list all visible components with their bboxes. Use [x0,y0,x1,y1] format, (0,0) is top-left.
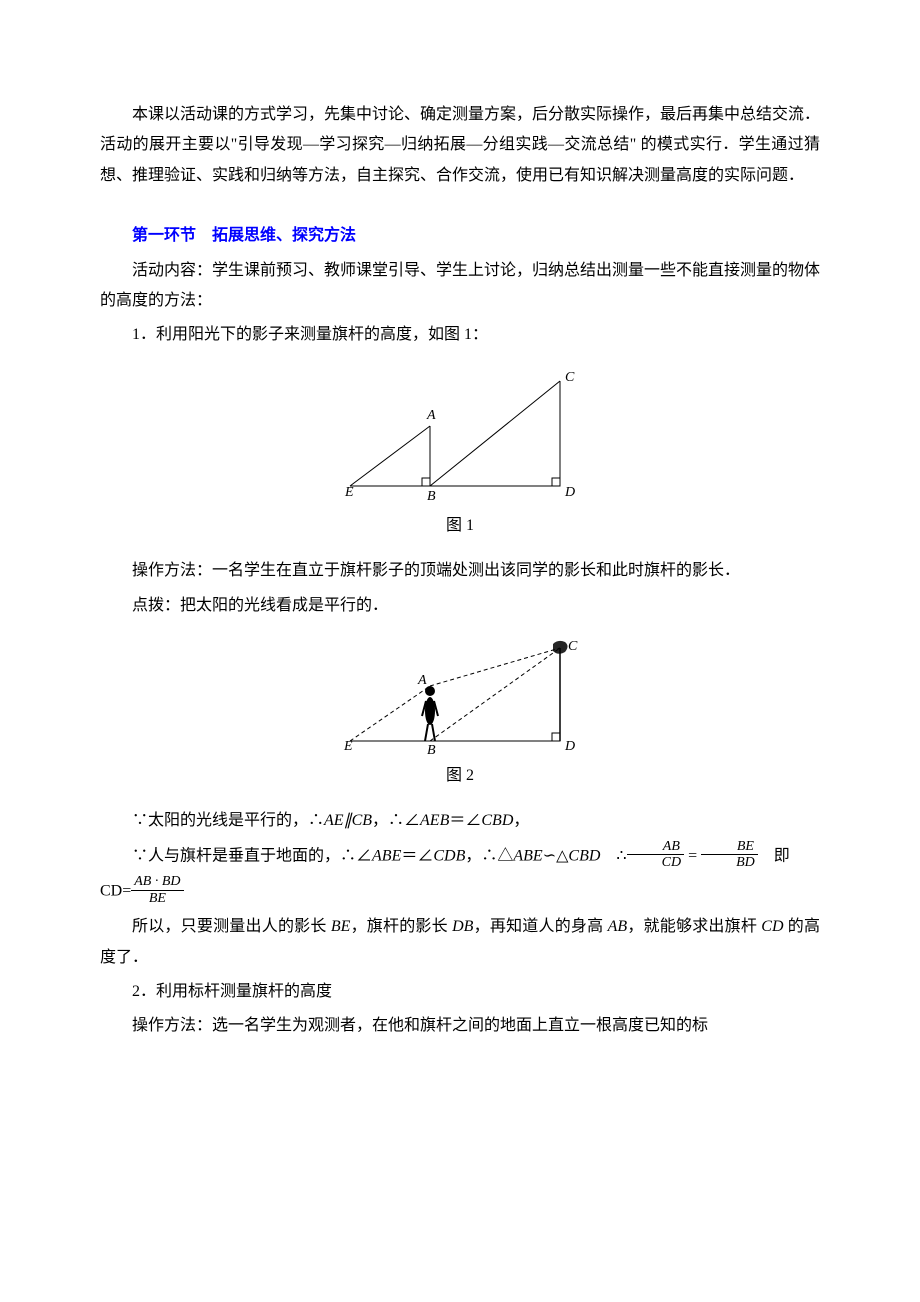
proof-line2-frac2: BEBD [701,839,758,871]
method1-title: 1．利用阳光下的影子来测量旗杆的高度，如图 1： [100,320,820,350]
svg-text:D: D [564,485,575,500]
svg-text:B: B [427,743,436,756]
proof-line3-prefix: CD= [100,883,131,900]
figure1-caption-text: 图 1 [446,517,474,534]
proof-line2-frac2-den: BD [701,855,758,870]
proof-line1-mid3: ＝∠ [449,812,481,829]
conclusion-mid2: ，再知道人的身高 [473,918,607,935]
conclusion: 所以，只要测量出人的影长 BE，旗杆的影长 DB，再知道人的身高 AB，就能够求… [100,912,820,973]
proof-line2-suffix: 即 [758,847,790,864]
hint1: 点拨：把太阳的光线看成是平行的． [100,591,820,621]
conclusion-prefix: 所以，只要测量出人的影长 [132,918,331,935]
proof-line1-suffix: ， [513,812,529,829]
proof-line1: ∵太阳的光线是平行的，∴AE∥CB，∴∠AEB＝∠CBD， [100,806,820,836]
proof-line2-var-abe2: ABE [513,847,542,864]
figure1-caption: 图 1 [100,511,820,541]
proof-line1-var-cbd: CBD [481,812,513,829]
conclusion-mid1: ，旗杆的影长 [350,918,452,935]
proof-line2-therefore: ∴ [600,847,626,864]
conclusion-mid3: ，就能够求出旗杆 [627,918,761,935]
proof-line3-frac-num: AB · BD [131,874,183,890]
svg-text:E: E [343,739,353,754]
hint1-text: 点拨：把太阳的光线看成是平行的． [132,597,388,614]
section1-title: 第一环节 拓展思维、探究方法 [100,221,820,251]
proof-line2-frac1: ABCD [627,839,684,871]
proof-line2-mid2: ，∴△ [465,847,513,864]
operation2: 操作方法：选一名学生为观测者，在他和旗杆之间的地面上直立一根高度已知的标 [100,1011,820,1041]
figure2-caption-text: 图 2 [446,767,474,784]
proof-line2-frac1-den: CD [627,855,684,870]
svg-text:B: B [427,489,436,504]
figure2-caption: 图 2 [100,761,820,791]
figure1-container: E B A D C 图 1 [100,366,820,541]
proof-line2: ∵人与旗杆是垂直于地面的，∴∠ABE＝∠CDB，∴△ABE∽△CBD ∴ABCD… [100,841,820,873]
section1-title-text: 第一环节 拓展思维、探究方法 [132,227,356,244]
proof-line2-var-cbd2: CBD [568,847,600,864]
method2-title: 2．利用标杆测量旗杆的高度 [100,977,820,1007]
proof-line2-mid3: ∽△ [543,847,569,864]
activity-content-text: 活动内容：学生课前预习、教师课堂引导、学生上讨论，归纳总结出测量一些不能直接测量… [100,262,820,309]
intro-paragraph: 本课以活动课的方式学习，先集中讨论、确定测量方案，后分散实际操作，最后再集中总结… [100,100,820,191]
svg-text:A: A [426,408,436,423]
proof-line2-var-cdb: CDB [433,847,465,864]
proof-line2-eq: = [684,847,701,864]
operation1-text: 操作方法：一名学生在直立于旗杆影子的顶端处测出该同学的影长和此时旗杆的影长． [132,562,740,579]
figure1-diagram: E B A D C [340,366,580,506]
proof-line1-var-aeb: AEB [420,812,449,829]
intro-text: 本课以活动课的方式学习，先集中讨论、确定测量方案，后分散实际操作，最后再集中总结… [100,106,820,184]
conclusion-var-cd: CD [761,918,783,935]
svg-text:E: E [344,485,354,500]
proof-line3-frac: AB · BDBE [131,874,183,906]
proof-line1-prefix: ∵太阳的光线是平行的，∴ [132,812,324,829]
proof-line2-frac2-num: BE [701,839,758,855]
proof-line1-var-aecb: AE∥CB [324,812,372,829]
proof-line2-prefix: ∵人与旗杆是垂直于地面的，∴∠ [132,847,372,864]
svg-text:C: C [568,639,578,654]
svg-text:A: A [417,673,427,688]
conclusion-var-be: BE [331,918,351,935]
proof-line2-frac1-num: AB [627,839,684,855]
svg-text:D: D [564,739,575,754]
proof-line3-frac-den: BE [131,891,183,906]
proof-line2-var-abe: ABE [372,847,401,864]
svg-text:C: C [565,370,575,385]
proof-line2-mid1: ＝∠ [401,847,433,864]
method1-title-text: 1．利用阳光下的影子来测量旗杆的高度，如图 1： [132,326,488,343]
conclusion-var-ab: AB [608,918,628,935]
operation2-text: 操作方法：选一名学生为观测者，在他和旗杆之间的地面上直立一根高度已知的标 [132,1017,708,1034]
figure2-container: E B A D C 图 2 [100,636,820,791]
proof-line3: CD=AB · BDBE [100,876,820,908]
conclusion-var-db: DB [452,918,473,935]
activity-content: 活动内容：学生课前预习、教师课堂引导、学生上讨论，归纳总结出测量一些不能直接测量… [100,256,820,317]
method2-title-text: 2．利用标杆测量旗杆的高度 [132,983,332,1000]
proof-line1-mid2: ，∴∠ [372,812,420,829]
figure2-diagram: E B A D C [340,636,580,756]
operation1: 操作方法：一名学生在直立于旗杆影子的顶端处测出该同学的影长和此时旗杆的影长． [100,556,820,586]
